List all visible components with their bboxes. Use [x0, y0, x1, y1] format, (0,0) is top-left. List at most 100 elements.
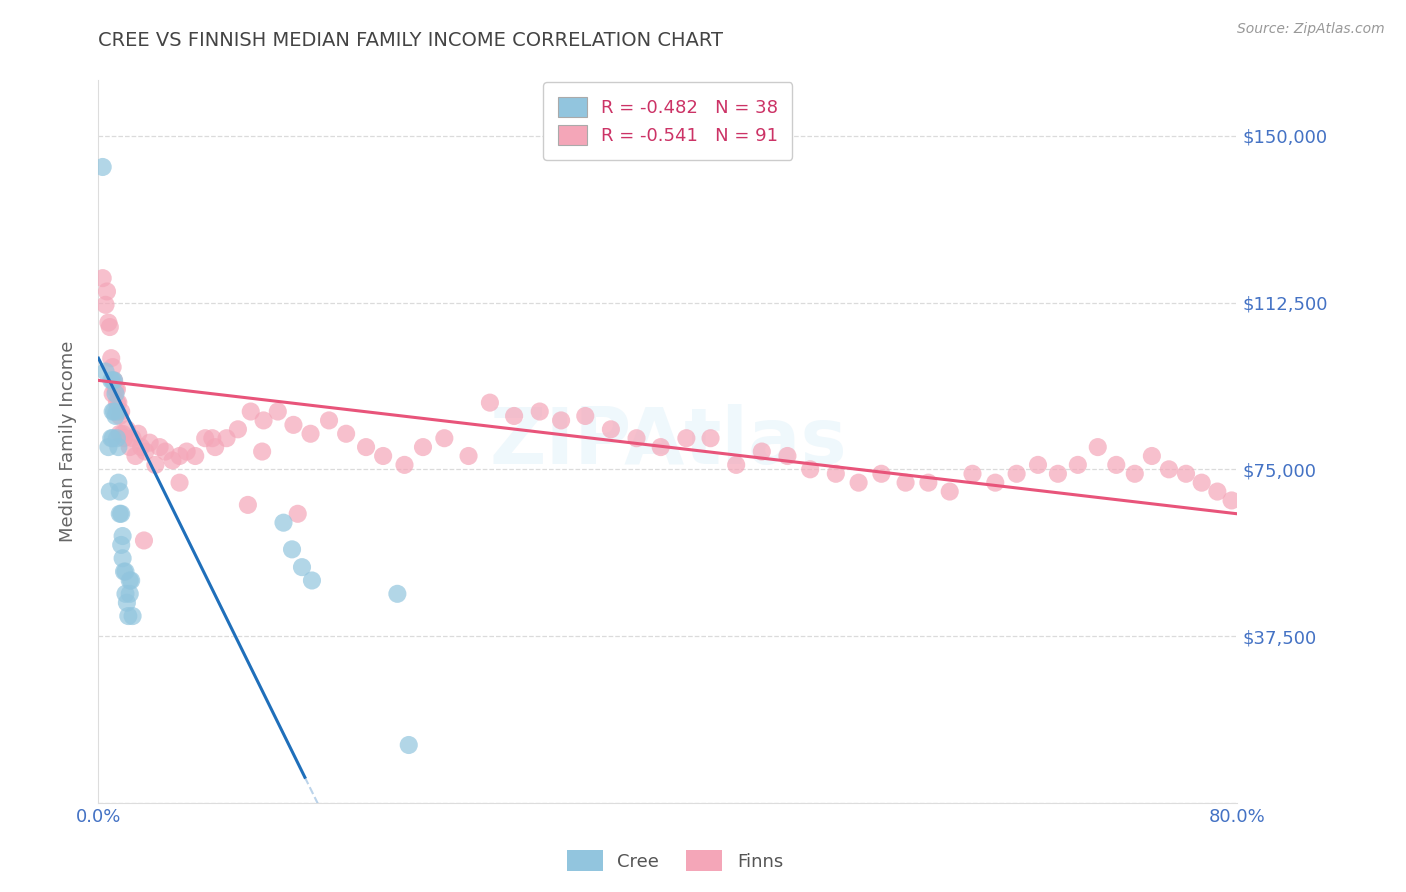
Point: [318, 413, 340, 427]
Point: [550, 413, 572, 427]
Point: [184, 449, 207, 463]
Y-axis label: Median Family Income: Median Family Income: [59, 341, 77, 542]
Point: [111, 551, 134, 566]
Point: [1067, 458, 1090, 472]
Point: [398, 738, 420, 752]
Point: [103, 373, 125, 387]
Point: [108, 484, 131, 499]
Point: [124, 449, 146, 463]
Point: [1123, 467, 1146, 481]
Point: [97, 440, 120, 454]
Point: [301, 574, 323, 588]
Point: [100, 373, 122, 387]
Point: [373, 449, 395, 463]
Point: [105, 404, 128, 418]
Point: [111, 426, 134, 441]
Point: [1140, 449, 1163, 463]
Point: [111, 529, 134, 543]
Point: [129, 440, 152, 454]
Point: [105, 395, 128, 409]
Point: [478, 395, 501, 409]
Point: [574, 409, 596, 423]
Point: [110, 538, 132, 552]
Point: [101, 386, 124, 401]
Point: [984, 475, 1007, 490]
Point: [917, 475, 939, 490]
Point: [107, 440, 129, 454]
Point: [725, 458, 748, 472]
Point: [97, 316, 120, 330]
Text: Source: ZipAtlas.com: Source: ZipAtlas.com: [1237, 22, 1385, 37]
Point: [1026, 458, 1049, 472]
Point: [103, 404, 125, 418]
Point: [215, 431, 238, 445]
Point: [1087, 440, 1109, 454]
Point: [938, 484, 960, 499]
Point: [281, 542, 304, 557]
Point: [94, 364, 117, 378]
Point: [108, 426, 131, 441]
Point: [299, 426, 322, 441]
Point: [127, 426, 149, 441]
Point: [252, 413, 274, 427]
Point: [145, 458, 167, 472]
Legend: R = -0.482   N = 38, R = -0.541   N = 91: R = -0.482 N = 38, R = -0.541 N = 91: [543, 82, 793, 160]
Point: [236, 498, 259, 512]
Point: [149, 440, 172, 454]
Point: [114, 565, 136, 579]
Point: [201, 431, 224, 445]
Point: [799, 462, 821, 476]
Point: [1157, 462, 1180, 476]
Point: [101, 360, 124, 375]
Point: [1206, 484, 1229, 499]
Point: [101, 431, 124, 445]
Point: [98, 484, 121, 499]
Point: [283, 417, 305, 432]
Point: [287, 507, 309, 521]
Point: [101, 373, 124, 387]
Point: [169, 449, 191, 463]
Point: [91, 160, 114, 174]
Point: [354, 440, 377, 454]
Point: [291, 560, 314, 574]
Point: [107, 475, 129, 490]
Point: [108, 507, 131, 521]
Point: [118, 440, 141, 454]
Point: [204, 440, 226, 454]
Text: CREE VS FINNISH MEDIAN FAMILY INCOME CORRELATION CHART: CREE VS FINNISH MEDIAN FAMILY INCOME COR…: [98, 31, 724, 50]
Point: [176, 444, 198, 458]
Point: [110, 404, 132, 418]
Point: [121, 609, 143, 624]
Point: [121, 431, 143, 445]
Point: [100, 351, 122, 366]
Legend: Cree, Finns: Cree, Finns: [560, 843, 790, 879]
Point: [117, 609, 139, 624]
Point: [250, 444, 273, 458]
Point: [848, 475, 870, 490]
Point: [387, 587, 409, 601]
Point: [529, 404, 551, 418]
Point: [1105, 458, 1128, 472]
Point: [194, 431, 217, 445]
Point: [239, 404, 262, 418]
Point: [108, 409, 131, 423]
Point: [776, 449, 799, 463]
Point: [626, 431, 648, 445]
Point: [112, 565, 135, 579]
Point: [751, 444, 773, 458]
Point: [118, 574, 141, 588]
Point: [105, 431, 128, 445]
Point: [412, 440, 434, 454]
Point: [226, 422, 249, 436]
Text: ZIPAtlas: ZIPAtlas: [489, 403, 846, 480]
Point: [138, 435, 160, 450]
Point: [115, 596, 138, 610]
Point: [650, 440, 672, 454]
Point: [699, 431, 721, 445]
Point: [155, 444, 177, 458]
Point: [394, 458, 416, 472]
Point: [98, 320, 121, 334]
Point: [112, 431, 135, 445]
Point: [107, 395, 129, 409]
Point: [824, 467, 846, 481]
